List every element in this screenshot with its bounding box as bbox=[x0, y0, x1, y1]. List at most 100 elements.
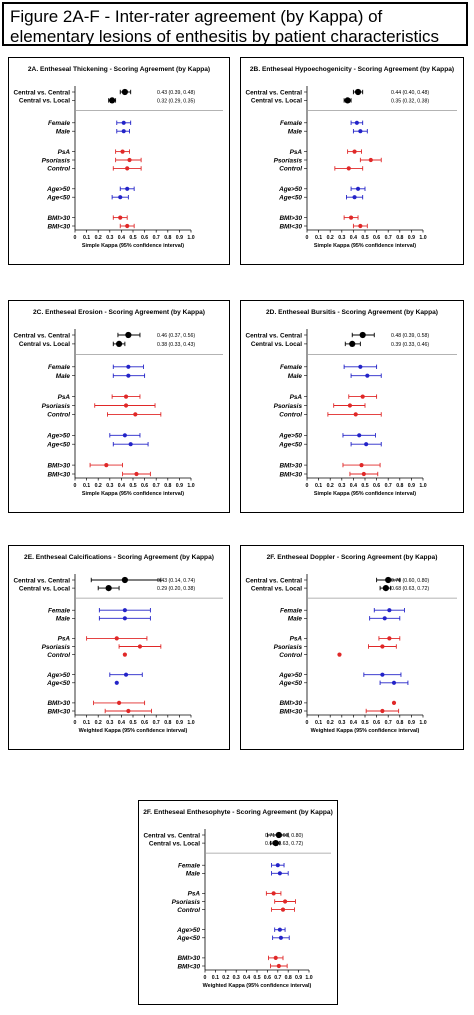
x-tick-label: 0.4 bbox=[350, 483, 357, 489]
row-label: Control bbox=[279, 652, 302, 659]
point-estimate bbox=[355, 186, 361, 191]
point-estimate bbox=[271, 891, 276, 896]
x-tick-label: 0.6 bbox=[264, 975, 271, 981]
row-label: BMI>30 bbox=[279, 215, 302, 222]
kappa-value-label: 0.43 (0.14, 0.74) bbox=[157, 578, 195, 584]
row-label: Central vs. Central bbox=[246, 89, 303, 96]
row-label: Female bbox=[280, 364, 302, 371]
x-tick-label: 1.0 bbox=[419, 483, 426, 489]
row-label: Age<50 bbox=[278, 195, 302, 202]
point-estimate bbox=[118, 215, 123, 220]
point-estimate bbox=[358, 223, 363, 229]
x-tick-label: 0.3 bbox=[338, 720, 345, 726]
row-label: Central vs. Central bbox=[14, 89, 71, 96]
x-tick-label: 0.8 bbox=[164, 720, 171, 726]
point-estimate bbox=[349, 340, 356, 347]
point-estimate bbox=[352, 195, 357, 200]
x-tick-label: 0.9 bbox=[176, 483, 183, 489]
point-estimate bbox=[115, 340, 123, 347]
point-estimate bbox=[122, 652, 127, 657]
point-estimate bbox=[346, 166, 351, 171]
row-label: Male bbox=[288, 129, 303, 136]
x-tick-label: 0 bbox=[74, 483, 77, 489]
point-estimate bbox=[348, 215, 354, 220]
row-label: BMI>30 bbox=[279, 700, 302, 707]
x-tick-label: 0.4 bbox=[118, 235, 125, 241]
row-label: Central vs. Central bbox=[246, 332, 303, 339]
row-label: Central vs. Central bbox=[14, 332, 71, 339]
row-label: Female bbox=[48, 120, 70, 127]
point-estimate bbox=[354, 88, 362, 96]
row-label: Age>50 bbox=[278, 186, 302, 193]
row-label: Psoriasis bbox=[42, 157, 71, 164]
row-label: PsA bbox=[58, 394, 71, 401]
point-estimate bbox=[109, 97, 116, 104]
point-estimate bbox=[137, 644, 143, 649]
row-label: Age>50 bbox=[176, 927, 200, 934]
x-tick-label: 0.8 bbox=[164, 483, 171, 489]
point-estimate bbox=[272, 840, 279, 847]
x-tick-label: 0.7 bbox=[153, 483, 160, 489]
point-estimate bbox=[125, 331, 132, 339]
row-label: Age<50 bbox=[176, 935, 200, 942]
x-tick-label: 0.8 bbox=[285, 975, 292, 981]
forest-plot: 2F. Entheseal Doppler - Scoring Agreemen… bbox=[246, 554, 457, 734]
point-estimate bbox=[128, 442, 133, 447]
point-estimate bbox=[278, 935, 284, 940]
x-axis-label: Weighted Kappa (95% confidence interval) bbox=[311, 728, 420, 734]
x-tick-label: 0.9 bbox=[408, 235, 415, 241]
chart-title: 2F. Entheseal Doppler - Scoring Agreemen… bbox=[267, 554, 438, 561]
row-label: BMI>30 bbox=[279, 462, 302, 469]
row-label: Male bbox=[56, 129, 71, 136]
row-label: Female bbox=[48, 364, 70, 371]
x-tick-label: 1.0 bbox=[305, 975, 312, 981]
x-tick-label: 0.6 bbox=[141, 235, 148, 241]
row-label: Psoriasis bbox=[42, 403, 71, 410]
point-estimate bbox=[125, 166, 130, 171]
row-label: BMI<30 bbox=[279, 471, 302, 478]
row-label: Male bbox=[56, 616, 71, 623]
x-axis-label: Simple Kappa (95% confidence interval) bbox=[82, 243, 184, 249]
point-estimate bbox=[104, 463, 109, 468]
row-label: Age>50 bbox=[46, 433, 70, 440]
point-estimate bbox=[387, 636, 392, 641]
row-label: BMI<30 bbox=[47, 223, 70, 230]
x-tick-label: 0.7 bbox=[385, 483, 392, 489]
x-tick-label: 1.0 bbox=[187, 720, 194, 726]
x-tick-label: 0 bbox=[306, 483, 309, 489]
x-tick-label: 0 bbox=[306, 720, 309, 726]
row-label: PsA bbox=[290, 394, 303, 401]
x-tick-label: 0.5 bbox=[361, 720, 368, 726]
row-label: Age>50 bbox=[278, 433, 302, 440]
row-label: BMI<30 bbox=[279, 223, 302, 230]
x-tick-label: 0.9 bbox=[176, 720, 183, 726]
point-estimate bbox=[385, 576, 392, 584]
x-tick-label: 0.3 bbox=[106, 720, 113, 726]
kappa-value-label: 0.71 (0.60, 0.80) bbox=[265, 833, 303, 839]
row-label: Psoriasis bbox=[172, 899, 201, 906]
point-estimate bbox=[380, 672, 385, 677]
row-label: Central vs. Local bbox=[251, 341, 302, 348]
x-tick-label: 0.8 bbox=[396, 720, 403, 726]
x-tick-label: 0.2 bbox=[95, 720, 102, 726]
kappa-value-label: 0.32 (0.29, 0.35) bbox=[157, 98, 195, 104]
point-estimate bbox=[122, 616, 127, 621]
x-tick-label: 0.2 bbox=[222, 975, 229, 981]
x-tick-label: 0.9 bbox=[408, 720, 415, 726]
row-label: Psoriasis bbox=[274, 644, 303, 651]
chart-title: 2E. Entheseal Calcifications - Scoring A… bbox=[24, 554, 214, 561]
row-label: BMI>30 bbox=[47, 700, 70, 707]
forest-plot: 2B. Entheseal Hypoechogenicity - Scoring… bbox=[246, 66, 457, 249]
point-estimate bbox=[123, 394, 129, 399]
row-label: Central vs. Local bbox=[19, 98, 70, 105]
point-estimate bbox=[387, 608, 392, 613]
forest-plot: 2A. Entheseal Thickening - Scoring Agree… bbox=[14, 66, 223, 249]
x-tick-label: 0.8 bbox=[396, 483, 403, 489]
x-axis-label: Weighted Kappa (95% confidence interval) bbox=[79, 728, 188, 734]
point-estimate bbox=[105, 585, 112, 592]
row-label: PsA bbox=[188, 891, 201, 898]
row-label: BMI<30 bbox=[47, 471, 70, 478]
row-label: PsA bbox=[58, 149, 71, 156]
point-estimate bbox=[337, 652, 342, 657]
row-label: BMI>30 bbox=[47, 215, 70, 222]
